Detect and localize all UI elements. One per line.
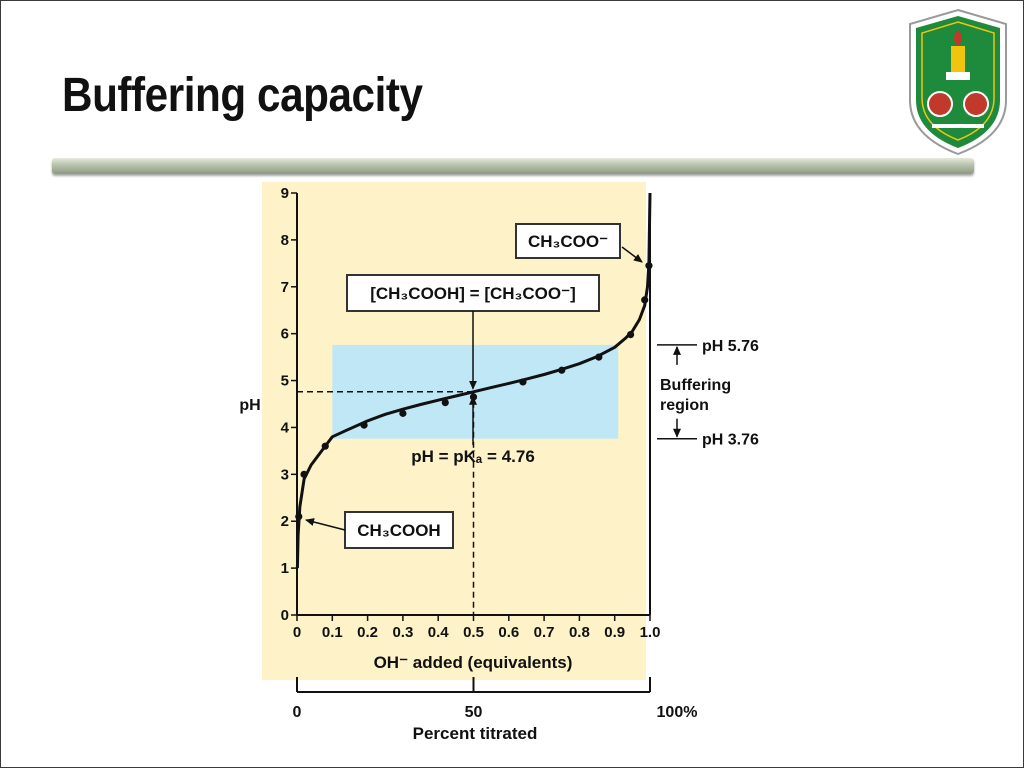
y-tick-label: 2 — [281, 513, 289, 530]
secondary-axis-tick-label: 100% — [657, 704, 698, 721]
x-tick-label: 0.2 — [357, 624, 378, 641]
y-tick-label: 8 — [281, 232, 289, 249]
buffer-region-label-line1: Buffering — [660, 377, 731, 394]
top-species-label: CH₃COO⁻ — [528, 232, 608, 251]
data-point — [641, 296, 649, 304]
y-tick-label: 9 — [281, 185, 289, 202]
x-tick-label: 0.9 — [604, 624, 625, 641]
data-point — [360, 421, 368, 429]
data-point — [595, 353, 603, 361]
x-tick-label: 0.1 — [322, 624, 343, 641]
y-axis-label: pH — [239, 397, 260, 414]
x-tick-label: 0.6 — [498, 624, 519, 641]
university-crest-icon — [909, 8, 1007, 156]
data-point — [295, 512, 303, 521]
data-point — [321, 442, 329, 450]
top-species-box — [515, 223, 621, 259]
data-point — [626, 331, 635, 339]
bottom-species-arrow — [305, 518, 346, 531]
x-axis-label: OH⁻ added (equivalents) — [374, 653, 573, 672]
x-tick-label: 1.0 — [640, 624, 661, 641]
equality-label: [CH₃COOH] = [CH₃COO⁻] — [370, 284, 576, 303]
lower-limit-label: pH 3.76 — [702, 432, 759, 449]
slide-title: Buffering capacity — [62, 69, 423, 122]
y-tick-label: 3 — [281, 466, 289, 483]
secondary-axis-label: Percent titrated — [413, 724, 538, 743]
buffer-region-label-line2: region — [660, 397, 709, 414]
upper-limit-label: pH 5.76 — [702, 338, 759, 355]
titration-curve-line — [295, 192, 652, 569]
y-tick-label: 1 — [281, 560, 289, 577]
bottom-species-box — [344, 511, 454, 549]
bottom-species-label: CH₃COOH — [357, 521, 440, 540]
secondary-axis-tick-label: 0 — [293, 704, 302, 721]
data-point — [441, 398, 449, 407]
y-tick-label: 5 — [281, 373, 289, 390]
x-tick-label: 0.7 — [534, 624, 555, 641]
annotations: CH₃COO⁻ [CH₃COOH] = [CH₃COO⁻] pH = pKₐ = 4… — [305, 223, 759, 549]
pka-label: pH = pKₐ = 4.76 — [411, 447, 535, 466]
equality-box — [346, 274, 600, 312]
y-tick-label: 0 — [281, 607, 289, 624]
data-point — [399, 409, 407, 417]
data-point — [519, 378, 527, 386]
title-divider — [52, 158, 974, 174]
x-tick-label: 0 — [293, 624, 301, 641]
data-point — [558, 366, 566, 374]
x-tick-label: 0.5 — [463, 624, 484, 641]
top-species-arrow — [621, 246, 643, 263]
x-tick-label: 0.8 — [569, 624, 590, 641]
y-tick-label: 6 — [281, 326, 289, 343]
y-tick-label: 4 — [281, 419, 290, 436]
x-tick-label: 0.4 — [428, 624, 450, 641]
y-tick-label: 7 — [281, 279, 289, 296]
secondary-axis-tick-label: 50 — [465, 704, 483, 721]
data-point — [300, 470, 308, 478]
x-tick-label: 0.3 — [392, 624, 413, 641]
data-point — [645, 262, 653, 270]
